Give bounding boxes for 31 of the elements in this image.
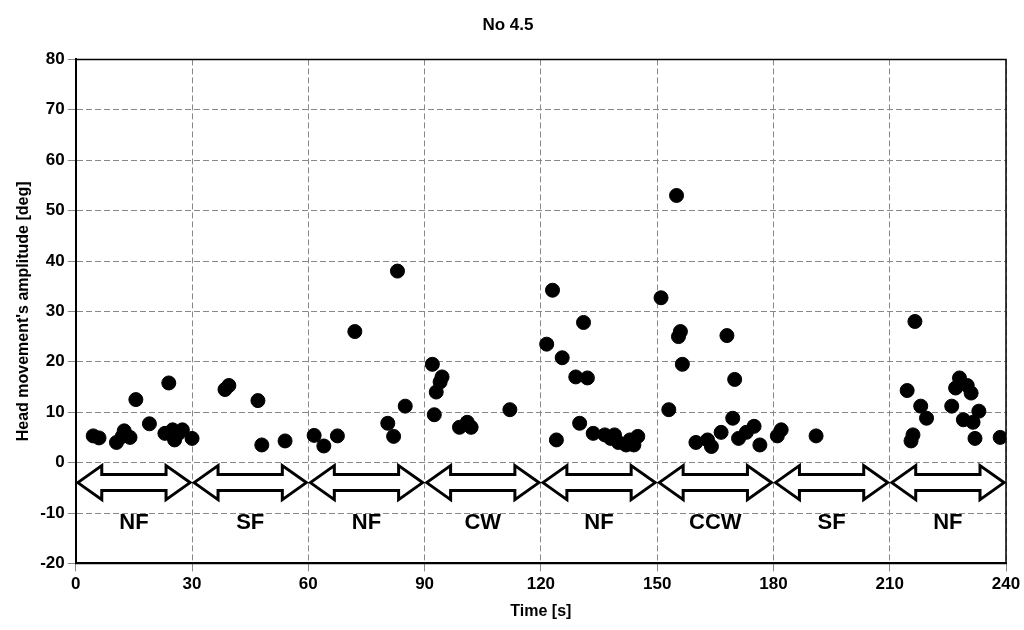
- annotation: NF: [119, 508, 149, 534]
- y-tick-label: 10: [45, 401, 65, 421]
- y-tick-label: -20: [40, 553, 65, 573]
- y-tick-label: 60: [45, 149, 65, 169]
- x-tick-label: 0: [71, 574, 81, 594]
- x-tick-label: 240: [991, 574, 1021, 594]
- x-tick-label: 180: [759, 574, 788, 594]
- y-tick-label: 80: [45, 49, 65, 69]
- y-tick-label: 40: [45, 250, 65, 270]
- y-tick-label: 50: [45, 200, 65, 220]
- x-tick-label: 60: [298, 574, 318, 594]
- annotation: NF: [351, 508, 382, 534]
- y-tick-label: 30: [45, 301, 65, 321]
- annotation: CCW: [689, 508, 742, 534]
- chart-title: No 4.5: [482, 14, 534, 34]
- annotation: NF: [933, 508, 963, 534]
- y-tick-label: -10: [40, 502, 65, 522]
- x-tick-label: 90: [415, 574, 435, 594]
- annotation: NF: [584, 508, 614, 534]
- annotation: SF: [817, 508, 846, 534]
- y-tick-label: 0: [55, 452, 65, 472]
- y-tick-label: 20: [45, 351, 65, 371]
- y-axis-title: Head movement's amplitude [deg]: [14, 181, 32, 442]
- x-tick-label: 210: [875, 574, 904, 594]
- x-tick-label: 150: [642, 574, 672, 594]
- x-tick-label: 120: [526, 574, 556, 594]
- x-axis-title: Time [s]: [510, 601, 572, 619]
- x-tick-label: 30: [182, 574, 202, 594]
- y-tick-label: 70: [45, 99, 65, 119]
- annotation: CW: [464, 508, 502, 534]
- annotation: SF: [236, 508, 265, 534]
